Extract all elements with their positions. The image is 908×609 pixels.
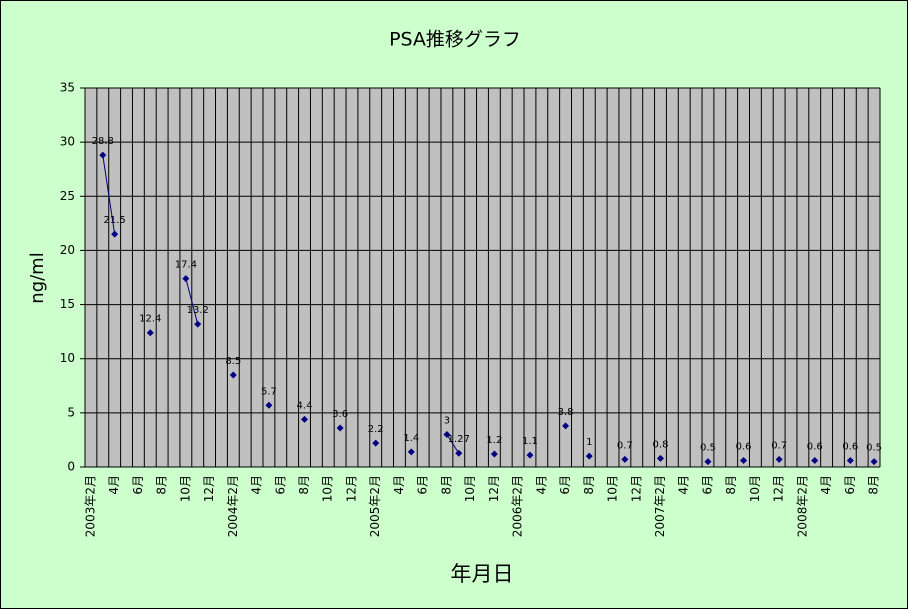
plot-area — [85, 88, 880, 467]
data-point — [585, 452, 593, 460]
data-label: 3 — [444, 416, 450, 427]
x-tick-label: 6月 — [416, 475, 430, 495]
data-point — [811, 457, 819, 465]
x-tick-label: 8月 — [155, 475, 169, 495]
data-label: 3.8 — [558, 407, 574, 418]
data-label: 0.6 — [807, 442, 823, 453]
data-point — [870, 458, 878, 466]
data-label: 28.8 — [92, 136, 114, 147]
data-point — [146, 329, 154, 337]
data-point — [526, 451, 534, 459]
chart-title: PSA推移グラフ — [389, 29, 521, 51]
data-label: 13.2 — [187, 305, 209, 316]
data-label: 0.5 — [700, 443, 716, 454]
data-point — [407, 448, 415, 456]
x-tick-label: 6月 — [700, 475, 714, 495]
x-tick-label: 2006年2月 — [511, 475, 525, 537]
data-point — [562, 422, 570, 430]
data-label: 0.7 — [617, 440, 633, 451]
data-point — [99, 151, 107, 159]
data-label: 1.1 — [522, 436, 538, 447]
x-tick-label: 6月 — [558, 475, 572, 495]
y-tick-label: 0 — [67, 460, 75, 474]
x-tick-label: 8月 — [724, 475, 738, 495]
x-tick-label: 4月 — [534, 475, 548, 495]
x-tick-label: 10月 — [606, 475, 620, 502]
x-tick-label: 10月 — [178, 475, 192, 502]
x-tick-label: 12月 — [629, 475, 643, 502]
x-tick-label: 2008年2月 — [795, 475, 809, 537]
data-label: 4.4 — [297, 400, 313, 411]
x-tick-label: 4月 — [819, 475, 833, 495]
data-point — [443, 431, 451, 439]
data-point — [490, 450, 498, 458]
data-point — [111, 230, 119, 238]
x-tick-label: 4月 — [107, 475, 121, 495]
x-tick-label: 10月 — [748, 475, 762, 502]
x-tick-label: 2004年2月 — [226, 475, 240, 537]
data-point — [336, 424, 344, 432]
data-label: 5.7 — [261, 386, 277, 397]
data-point — [621, 455, 629, 463]
data-label: 0.6 — [842, 442, 858, 453]
x-tick-label: 10月 — [463, 475, 477, 502]
x-tick-label: 6月 — [273, 475, 287, 495]
y-tick-label: 30 — [60, 135, 75, 149]
data-point — [740, 457, 748, 465]
x-tick-label: 8月 — [582, 475, 596, 495]
y-tick-label: 10 — [60, 351, 75, 365]
x-tick-label: 12月 — [344, 475, 358, 502]
x-tick-label: 10月 — [321, 475, 335, 502]
x-tick-label: 12月 — [772, 475, 786, 502]
x-tick-label: 8月 — [439, 475, 453, 495]
x-tick-label: 4月 — [677, 475, 691, 495]
data-point — [372, 439, 380, 447]
data-point — [194, 320, 202, 328]
data-point — [265, 401, 273, 409]
x-tick-label: 12月 — [487, 475, 501, 502]
y-axis-label: ng/ml — [27, 252, 48, 303]
data-point — [301, 415, 309, 423]
data-point — [656, 454, 664, 462]
x-tick-label: 6月 — [131, 475, 145, 495]
data-label: 0.7 — [771, 440, 787, 451]
x-axis-label: 年月日 — [451, 562, 514, 586]
data-point — [704, 458, 712, 466]
data-label: 2.2 — [368, 424, 384, 435]
data-label: 21.5 — [104, 215, 126, 226]
x-tick-label: 6月 — [843, 475, 857, 495]
data-label: 0.8 — [653, 439, 669, 450]
data-label: 1.4 — [403, 433, 419, 444]
x-tick-label: 12月 — [202, 475, 216, 502]
data-label: 0.5 — [866, 443, 882, 454]
y-tick-label: 15 — [60, 297, 75, 311]
y-tick-label: 25 — [60, 189, 75, 203]
data-point — [775, 455, 783, 463]
data-label: 1.27 — [448, 434, 470, 445]
x-tick-label: 2003年2月 — [83, 475, 97, 537]
y-tick-label: 35 — [60, 81, 75, 95]
data-point — [182, 275, 190, 283]
data-point — [455, 449, 463, 457]
x-tick-label: 8月 — [867, 475, 881, 495]
x-tick-label: 8月 — [297, 475, 311, 495]
data-label: 8.5 — [225, 356, 241, 367]
x-tick-label: 2007年2月 — [653, 475, 667, 537]
x-tick-label: 2005年2月 — [368, 475, 382, 537]
y-tick-label: 20 — [60, 243, 75, 257]
data-label: 1 — [586, 437, 592, 448]
x-tick-label: 4月 — [392, 475, 406, 495]
x-tick-label: 4月 — [250, 475, 264, 495]
data-label: 12.4 — [139, 314, 161, 325]
data-point — [846, 457, 854, 465]
data-label: 1.2 — [486, 435, 502, 446]
data-point — [229, 371, 237, 379]
data-label: 17.4 — [175, 260, 197, 271]
data-label: 0.6 — [736, 442, 752, 453]
data-label: 3.6 — [332, 409, 348, 420]
y-tick-label: 5 — [67, 405, 75, 419]
